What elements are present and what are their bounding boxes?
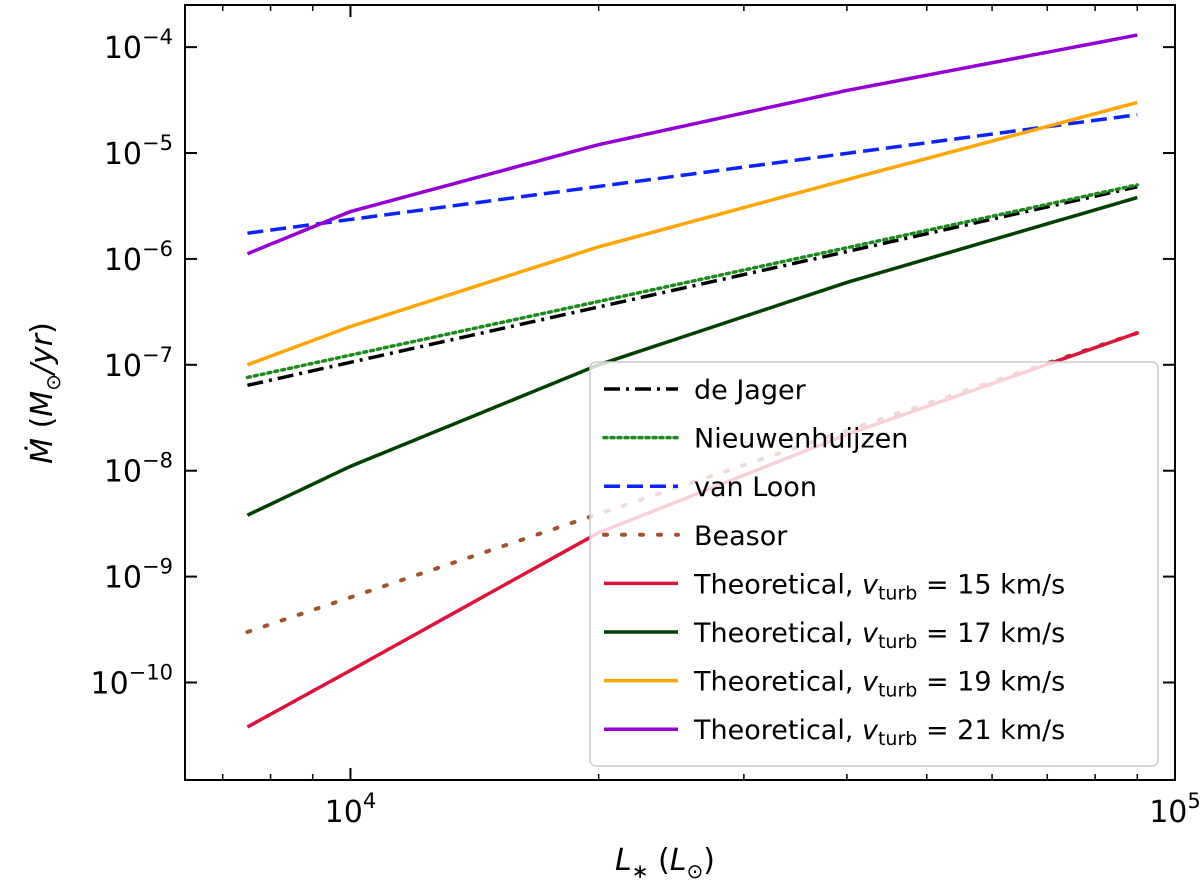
legend-label-6: Theoretical, vturb = 17 km/s xyxy=(693,618,1065,653)
legend-label-8: Theoretical, vturb = 21 km/s xyxy=(693,715,1065,750)
tick-labels: 10−10 10−9 10−8 10−7 10−6 10−5 10−4 104 105 xyxy=(90,25,1200,830)
x-tick-label: 104 xyxy=(325,789,377,830)
y-tick-label: 10−6 xyxy=(104,237,173,278)
series-line-2 xyxy=(245,183,1140,380)
y-tick-label: 10−5 xyxy=(104,131,173,172)
legend-label-5: Theoretical, vturb = 15 km/s xyxy=(693,569,1065,604)
axis-ticks xyxy=(185,5,1176,780)
plot-frame xyxy=(184,4,1176,781)
y-tick-label: 10−10 xyxy=(90,660,173,701)
y-axis-title: Ṁ (M⊙/yr) xyxy=(24,322,65,464)
y-tick-label: 10−8 xyxy=(104,449,173,490)
series-line-3 xyxy=(247,112,1138,235)
series-line-7 xyxy=(246,100,1138,367)
legend-label-3: van Loon xyxy=(694,472,817,503)
y-tick-label: 10−9 xyxy=(104,555,173,596)
y-tick-label: 10−4 xyxy=(104,25,173,66)
series-line-1 xyxy=(247,185,1138,388)
legend-label-2: Nieuwenhuijzen xyxy=(694,424,908,455)
y-tick-label: 10−7 xyxy=(104,343,173,384)
legend-box xyxy=(589,361,1159,767)
legend-label-7: Theoretical, vturb = 19 km/s xyxy=(693,667,1065,702)
legend: de Jager Nieuwenhuijzen van Loon Beasor Theo… xyxy=(589,361,1159,767)
x-axis-title: L∗ (L⊙) xyxy=(615,843,715,883)
x-tick-label: 105 xyxy=(1149,789,1200,830)
series-line-8 xyxy=(246,33,1138,256)
legend-label-1: de Jager xyxy=(694,375,807,406)
legend-label-4: Beasor xyxy=(694,521,788,552)
